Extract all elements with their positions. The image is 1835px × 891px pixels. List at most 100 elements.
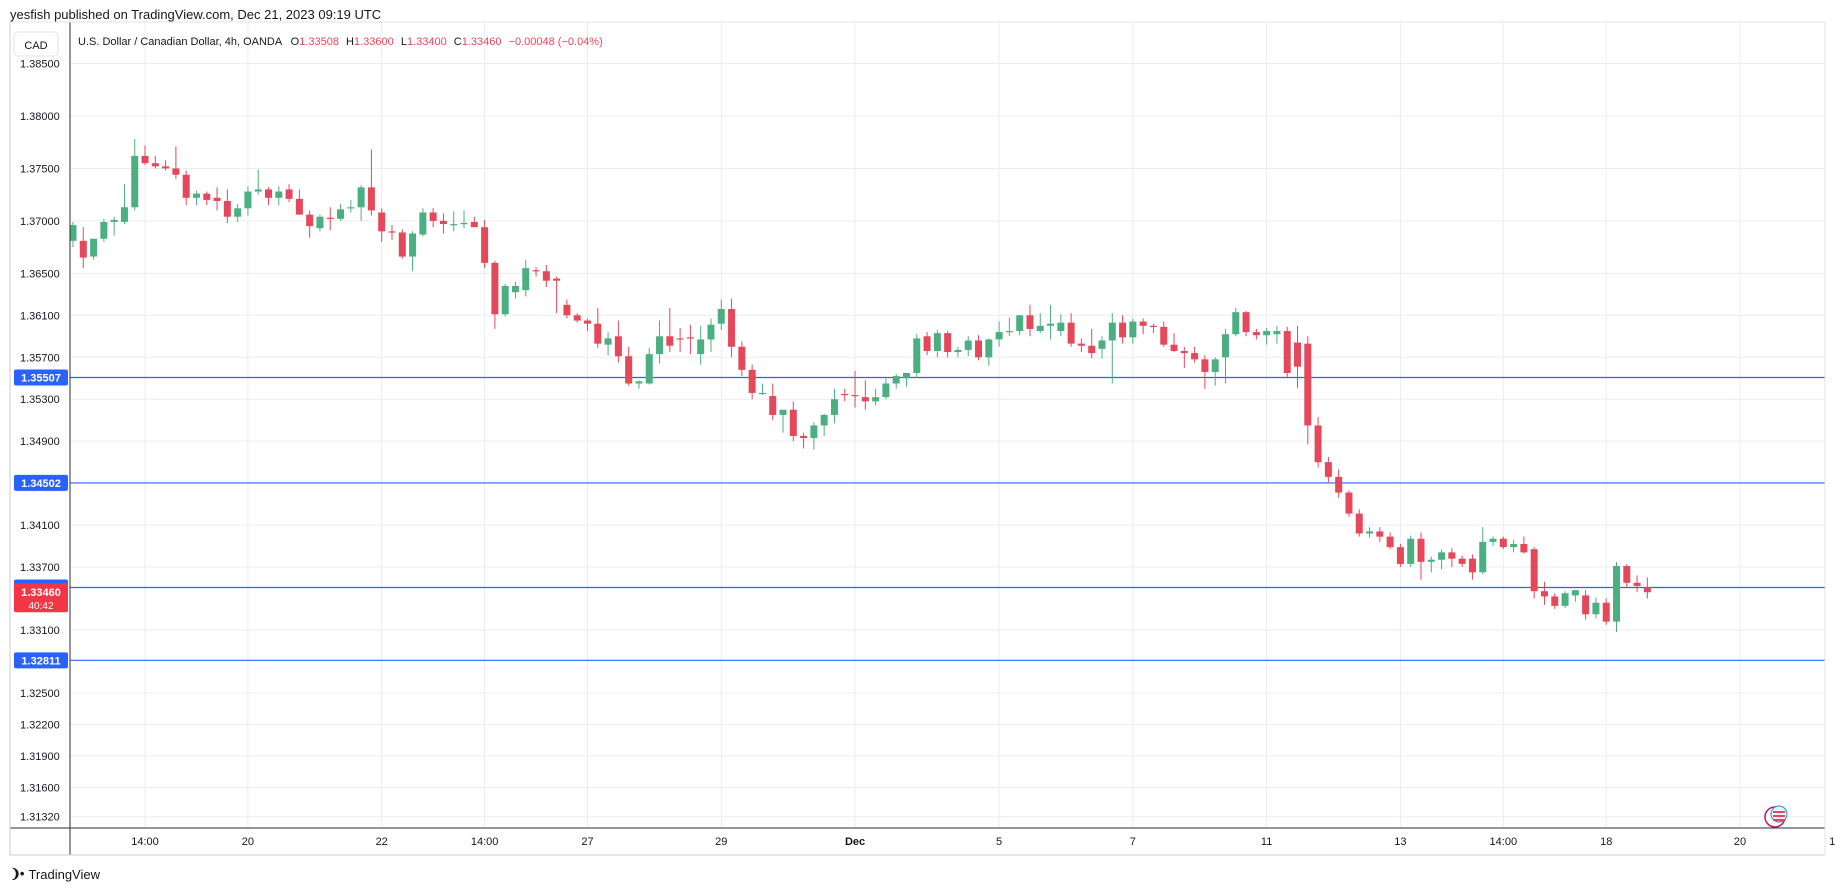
high-value: 1.33600: [354, 36, 394, 48]
x-tick-label: Dec: [845, 836, 865, 848]
price-axis[interactable]: 1.38500 1.38000 1.37500 1.37000 1.36500 1.361…: [20, 59, 60, 824]
candle-body: [1201, 359, 1209, 372]
x-tick-label: 14:00: [131, 836, 159, 848]
candle-body: [120, 207, 128, 222]
candle: [151, 155, 159, 169]
publish-info: yesfish published on TradingView.com, De…: [10, 7, 382, 22]
candle-body: [501, 285, 509, 315]
candle: [995, 321, 1003, 347]
candle-body: [1458, 558, 1466, 564]
candle: [203, 191, 211, 206]
candle: [131, 139, 139, 211]
candle: [1180, 346, 1188, 368]
y-tick-label: 1.31320: [20, 812, 60, 824]
candle-body: [213, 197, 221, 201]
y-tick-label: 1.36100: [20, 310, 60, 322]
candle-body: [1119, 322, 1127, 338]
candle-body: [69, 225, 77, 241]
candle-body: [676, 338, 684, 340]
candle: [1201, 355, 1209, 389]
candle: [265, 187, 273, 206]
candle-body: [1386, 536, 1394, 548]
level-tag-label: 1.35507: [21, 373, 61, 385]
candle: [1376, 527, 1384, 542]
candle: [625, 346, 633, 386]
candle: [213, 187, 221, 211]
candle-body: [1139, 321, 1147, 326]
candle-body: [254, 189, 262, 192]
time-axis[interactable]: 14:00 20 22 14:00 27 29 Dec 5 7 11 13 14:00 18 20 14:0…: [131, 836, 1835, 848]
candle: [563, 299, 571, 319]
candle-body: [717, 309, 725, 324]
legend-line: U.S. Dollar / Canadian Dollar, 4h, OANDA…: [78, 36, 603, 48]
horizontal-levels[interactable]: [70, 376, 1825, 661]
x-tick-label: 5: [996, 836, 1002, 848]
y-tick-label: 1.31900: [20, 751, 60, 763]
candle: [120, 184, 128, 225]
candle: [1221, 328, 1229, 384]
change-value: −0.00048 (−0.04%): [509, 36, 603, 48]
tradingview-logo-icon: ❩•: [10, 866, 24, 881]
candle-body: [388, 231, 396, 233]
candle: [1026, 304, 1034, 337]
candle-body: [419, 212, 427, 235]
candle-body: [656, 336, 664, 355]
candle-body: [1283, 331, 1291, 373]
candle: [285, 184, 293, 203]
currency-badge[interactable]: CAD: [13, 31, 59, 57]
candle-body: [892, 376, 900, 384]
candle-body: [800, 435, 808, 439]
us-flag-icon[interactable]: [1764, 805, 1788, 828]
candle: [501, 283, 509, 317]
tradingview-logo[interactable]: ❩• TradingView: [10, 866, 100, 882]
y-tick-label: 1.33700: [20, 562, 60, 574]
candle: [1571, 590, 1579, 602]
candle-body: [1047, 323, 1055, 326]
candle: [162, 160, 170, 171]
candle: [1304, 336, 1312, 445]
candle: [1592, 597, 1600, 619]
candle: [656, 320, 664, 364]
candle-body: [1273, 331, 1281, 335]
candle-body: [1180, 350, 1188, 354]
candle-body: [470, 221, 478, 228]
candle: [1047, 304, 1055, 340]
candle: [1386, 532, 1394, 550]
candle: [1489, 536, 1497, 547]
candle-body: [1129, 321, 1137, 338]
candle: [1005, 317, 1013, 337]
candle: [1643, 577, 1651, 599]
candle: [758, 383, 766, 396]
candle-body: [1304, 343, 1312, 426]
candle-body: [861, 397, 869, 402]
candle: [172, 146, 180, 179]
candle: [738, 341, 746, 377]
candle: [1211, 357, 1219, 386]
candle-body: [614, 336, 622, 357]
candle-body: [491, 262, 499, 315]
candle: [398, 229, 406, 259]
candle: [933, 329, 941, 358]
candle-body: [810, 425, 818, 439]
candle-body: [337, 209, 345, 219]
candle: [635, 380, 643, 389]
x-tick-label: 14:00: [1490, 836, 1518, 848]
low-value: 1.33400: [407, 36, 447, 48]
candle-body: [151, 163, 159, 167]
y-tick-label: 1.34900: [20, 436, 60, 448]
candle: [1119, 315, 1127, 344]
candle: [769, 383, 777, 421]
candle-body: [1067, 322, 1075, 344]
candle: [553, 276, 561, 314]
candle-body: [367, 187, 375, 211]
currency-badge-label: CAD: [24, 40, 47, 52]
candle: [409, 231, 417, 272]
candle-body: [985, 339, 993, 358]
candle: [1510, 539, 1518, 553]
candle: [90, 238, 98, 260]
candle-body: [1160, 326, 1168, 345]
candle-body: [1427, 559, 1435, 562]
y-tick-label: 1.37500: [20, 163, 60, 175]
open-label: O: [291, 36, 300, 48]
